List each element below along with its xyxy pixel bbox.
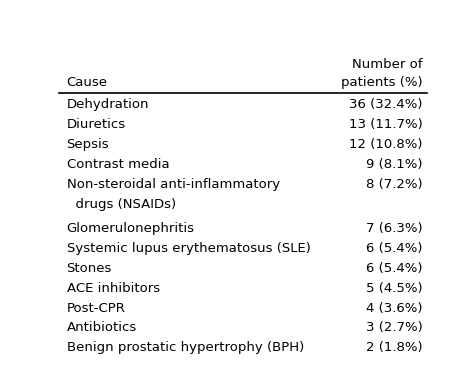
Text: 12 (10.8%): 12 (10.8%) xyxy=(349,138,423,151)
Text: Benign prostatic hypertrophy (BPH): Benign prostatic hypertrophy (BPH) xyxy=(66,341,304,354)
Text: Systemic lupus erythematosus (SLE): Systemic lupus erythematosus (SLE) xyxy=(66,242,310,255)
Text: 2 (1.8%): 2 (1.8%) xyxy=(366,341,423,354)
Text: Contrast media: Contrast media xyxy=(66,158,169,171)
Text: drugs (NSAIDs): drugs (NSAIDs) xyxy=(66,198,176,211)
Text: Post-CPR: Post-CPR xyxy=(66,301,126,315)
Text: Number of: Number of xyxy=(353,57,423,71)
Text: 6 (5.4%): 6 (5.4%) xyxy=(366,262,423,275)
Text: 13 (11.7%): 13 (11.7%) xyxy=(349,118,423,131)
Text: Dehydration: Dehydration xyxy=(66,98,149,111)
Text: ACE inhibitors: ACE inhibitors xyxy=(66,282,160,294)
Text: 9 (8.1%): 9 (8.1%) xyxy=(366,158,423,171)
Text: 7 (6.3%): 7 (6.3%) xyxy=(366,222,423,235)
Text: 3 (2.7%): 3 (2.7%) xyxy=(366,321,423,334)
Text: 5 (4.5%): 5 (4.5%) xyxy=(366,282,423,294)
Text: Non-steroidal anti-inflammatory: Non-steroidal anti-inflammatory xyxy=(66,178,280,191)
Text: 36 (32.4%): 36 (32.4%) xyxy=(349,98,423,111)
Text: Sepsis: Sepsis xyxy=(66,138,109,151)
Text: 4 (3.6%): 4 (3.6%) xyxy=(366,301,423,315)
Text: 6 (5.4%): 6 (5.4%) xyxy=(366,242,423,255)
Text: Cause: Cause xyxy=(66,76,108,90)
Text: Antibiotics: Antibiotics xyxy=(66,321,137,334)
Text: Glomerulonephritis: Glomerulonephritis xyxy=(66,222,195,235)
Text: Diuretics: Diuretics xyxy=(66,118,126,131)
Text: 8 (7.2%): 8 (7.2%) xyxy=(366,178,423,191)
Text: patients (%): patients (%) xyxy=(341,76,423,90)
Text: Stones: Stones xyxy=(66,262,112,275)
